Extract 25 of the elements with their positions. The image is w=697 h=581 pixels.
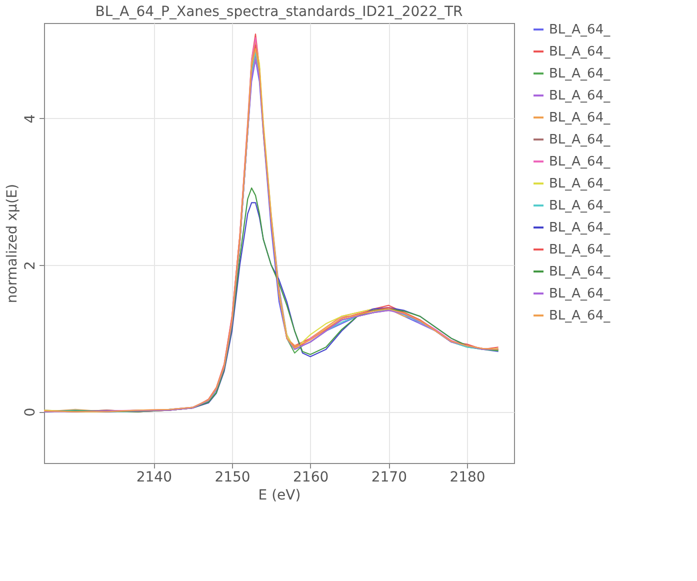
- y-tick-label: 0: [22, 408, 38, 417]
- x-tick-label: 2170: [371, 470, 407, 486]
- y-axis-title: normalized xμ(E): [4, 184, 20, 304]
- legend-label: BL_A_64_: [549, 264, 611, 280]
- legend-label: BL_A_64_: [549, 198, 611, 214]
- legend-label: BL_A_64_: [549, 286, 611, 302]
- legend-label: BL_A_64_: [549, 44, 611, 60]
- x-tick-label: 2140: [136, 470, 172, 486]
- legend-label: BL_A_64_: [549, 110, 611, 126]
- legend-label: BL_A_64_: [549, 154, 611, 170]
- x-tick-label: 2180: [450, 470, 486, 486]
- legend-label: BL_A_64_: [549, 132, 611, 148]
- y-tick-label: 2: [22, 261, 38, 270]
- legend-label: BL_A_64_: [549, 220, 611, 236]
- legend-label: BL_A_64_: [549, 88, 611, 104]
- y-tick-label: 4: [22, 114, 38, 124]
- legend-label: BL_A_64_: [549, 22, 611, 38]
- x-tick-label: 2150: [214, 470, 250, 486]
- chart-title: BL_A_64_P_Xanes_spectra_standards_ID21_2022_TR: [95, 4, 464, 20]
- legend-label: BL_A_64_: [549, 242, 611, 258]
- legend-label: BL_A_64_: [549, 66, 611, 82]
- legend-label: BL_A_64_: [549, 176, 611, 192]
- x-axis-title: E (eV): [258, 488, 301, 504]
- x-tick-label: 2160: [293, 470, 329, 486]
- legend-label: BL_A_64_: [549, 308, 611, 324]
